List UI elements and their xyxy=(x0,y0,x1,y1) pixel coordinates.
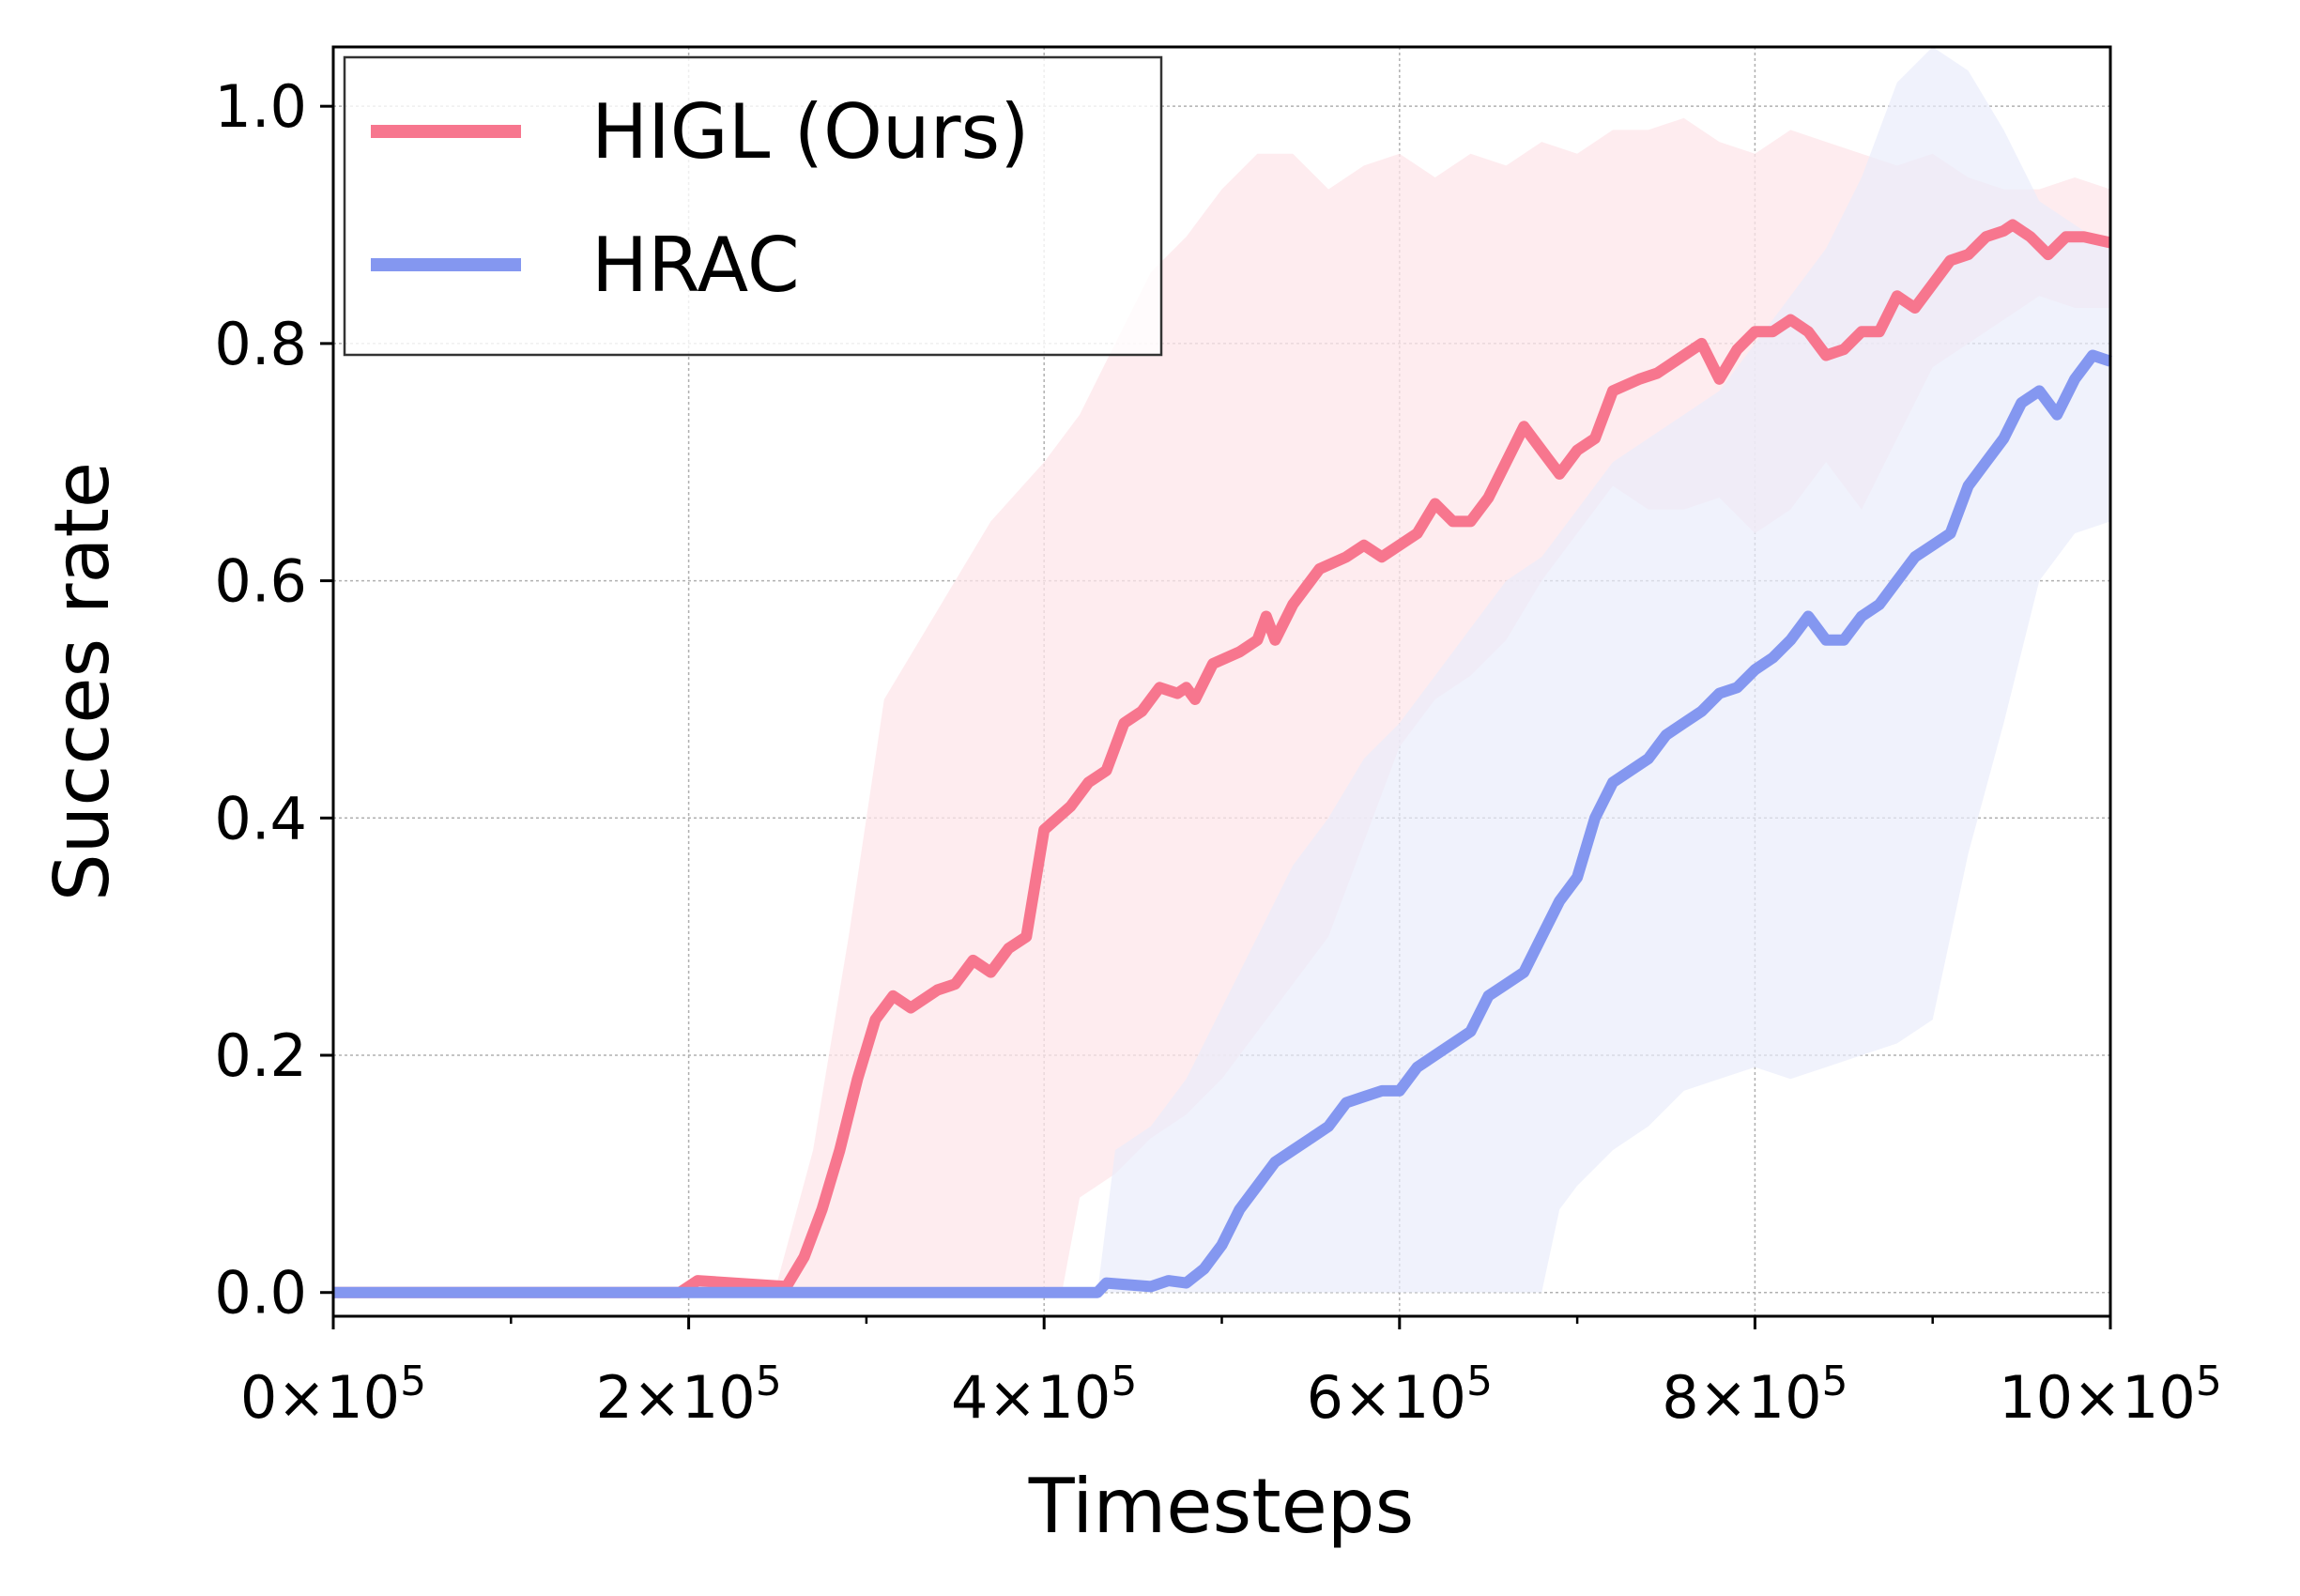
x-tick-label: 0×105 xyxy=(240,1358,426,1432)
y-tick-label: 0.6 xyxy=(214,547,307,616)
confidence-band-hrac xyxy=(333,47,2110,1293)
series-line-higl xyxy=(333,219,2112,1298)
y-tick-label: 0.8 xyxy=(214,310,307,378)
legend-label-hrac: HRAC xyxy=(591,222,800,309)
legend-box xyxy=(343,55,1163,357)
series-lines xyxy=(333,219,2112,1298)
y-tick-label: 0.0 xyxy=(214,1259,307,1327)
legend-label-higl: HIGL (Ours) xyxy=(591,88,1029,176)
x-tick-label: 8×105 xyxy=(1662,1358,1848,1432)
x-tick-label: 2×105 xyxy=(595,1358,781,1432)
x-axis-title: Timesteps xyxy=(1028,1463,1415,1550)
x-tick-label: 4×105 xyxy=(951,1358,1137,1432)
y-axis-title: Succes rate xyxy=(38,462,126,901)
x-axis: 0×105 2×105 4×105 6×105 8×105 10×105 xyxy=(240,1316,2222,1432)
y-tick-label: 1.0 xyxy=(214,72,307,141)
y-tick-label: 0.4 xyxy=(214,784,307,852)
legend: HIGL (Ours) HRAC xyxy=(343,55,1163,357)
confidence-bands xyxy=(333,47,2110,1293)
x-tick-label: 10×105 xyxy=(1999,1358,2222,1432)
series-line-hrac xyxy=(333,349,2112,1298)
y-axis: 0.0 0.2 0.4 0.6 0.8 1.0 xyxy=(214,72,333,1327)
x-tick-label: 6×105 xyxy=(1307,1358,1493,1432)
confidence-band-higl xyxy=(333,117,2110,1293)
y-tick-label: 0.2 xyxy=(214,1021,307,1090)
